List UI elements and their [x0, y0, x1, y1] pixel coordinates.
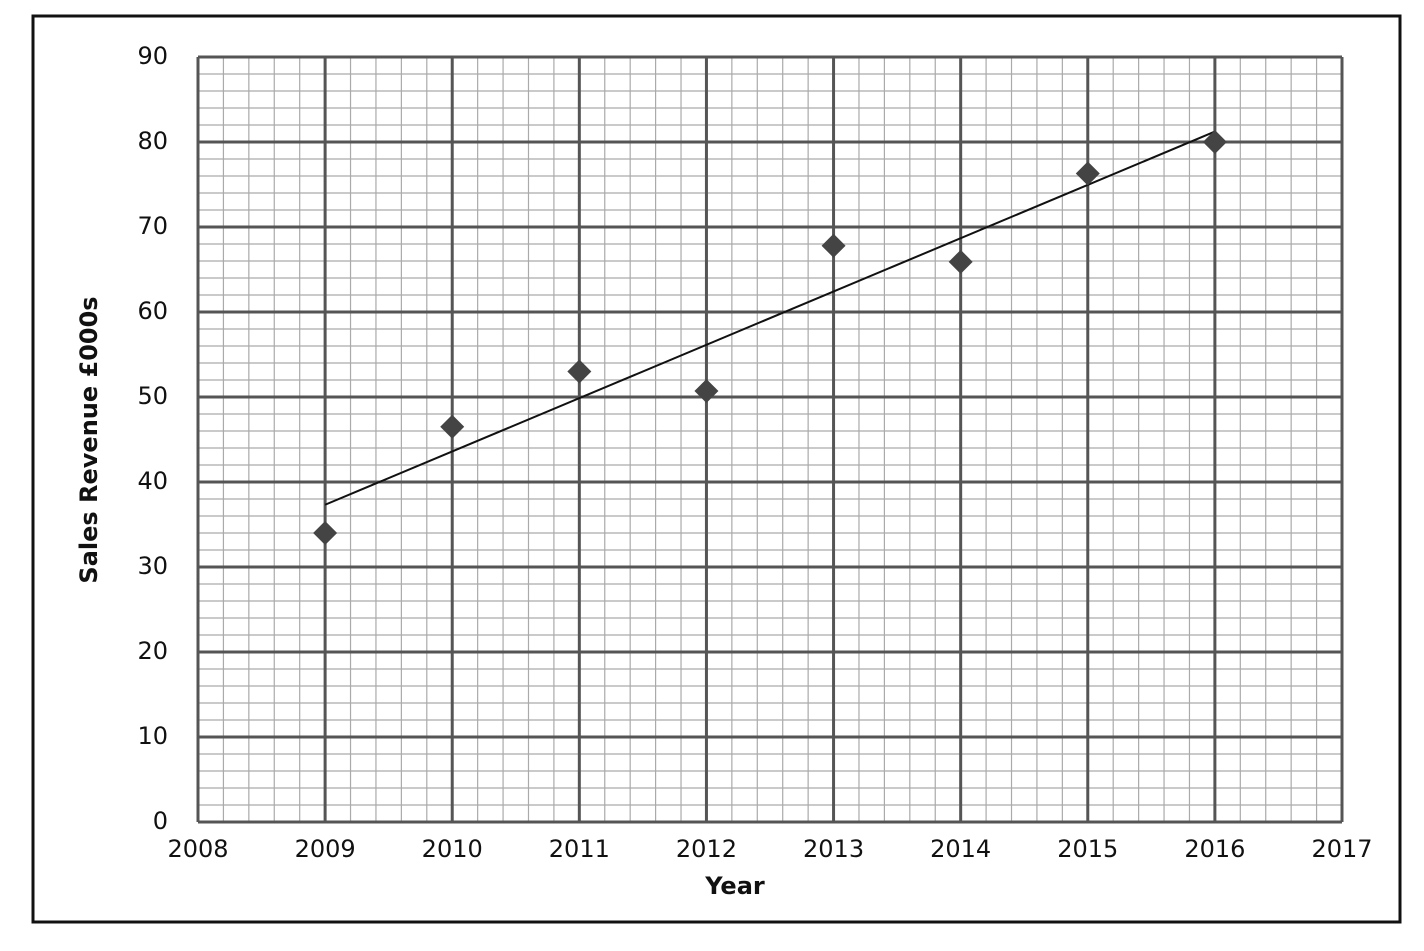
y-tick-label: 80: [137, 127, 168, 155]
x-tick-label: 2014: [930, 835, 991, 863]
data-point: [440, 414, 465, 439]
x-tick-label: 2008: [167, 835, 228, 863]
x-tick-label: 2017: [1311, 835, 1372, 863]
x-tick-label: 2009: [295, 835, 356, 863]
x-axis-title: Year: [704, 872, 765, 900]
x-tick-label: 2010: [422, 835, 483, 863]
y-tick-label: 40: [137, 467, 168, 495]
data-point: [313, 521, 338, 545]
y-tick-label: 10: [137, 722, 168, 750]
data-point: [694, 379, 719, 404]
data-point: [1202, 130, 1227, 154]
x-tick-label: 2015: [1057, 835, 1118, 863]
y-tick-label: 30: [137, 552, 168, 580]
data-point: [948, 249, 973, 274]
y-tick-label: 50: [137, 382, 168, 410]
x-tick-label: 2011: [549, 835, 610, 863]
data-point: [567, 359, 592, 384]
data-point: [821, 233, 846, 258]
x-tick-label: 2016: [1184, 835, 1245, 863]
x-tick-label: 2012: [676, 835, 737, 863]
y-tick-label: 70: [137, 212, 168, 240]
y-axis-title: Sales Revenue £000s: [75, 296, 103, 583]
x-tick-label: 2013: [803, 835, 864, 863]
y-tick-label: 60: [137, 297, 168, 325]
y-tick-label: 20: [137, 637, 168, 665]
data-point: [1075, 161, 1100, 186]
trend-line: [324, 130, 1216, 506]
frame: [31, 14, 1402, 924]
y-tick-label: 90: [137, 42, 168, 70]
y-tick-label: 0: [153, 807, 168, 835]
